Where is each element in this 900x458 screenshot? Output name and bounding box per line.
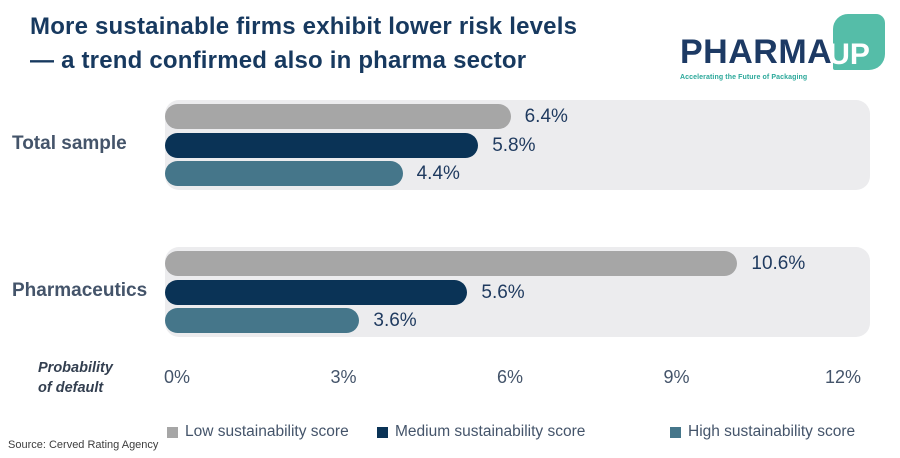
x-axis-tick: 0% [163,367,191,387]
page-title-line2: — a trend confirmed also in pharma secto… [30,47,527,74]
high-sustainability-bar [165,161,403,186]
logo-row: PHARMA UP [680,10,886,71]
pharmaup-logo: PHARMA UP Accelerating the Future of Pac… [680,10,886,81]
medium-sustainability-bar [165,279,468,305]
medium-sustainability-bar [165,132,479,158]
legend-swatch [377,426,388,438]
bar-value-label: 10.6% [751,253,806,274]
legend-item-low: Low sustainability score [167,423,349,441]
bar-value-label: 5.6% [481,281,525,303]
low-sustainability-bar [165,104,511,129]
bar-row: 6.4% [165,104,870,129]
bar-value-label: 6.4% [524,106,568,127]
logo-wordmark: PHARMA [680,33,833,71]
x-axis-tick: 9% [663,367,690,387]
logo-up-badge-text: UP [828,38,870,71]
bar-track: 6.4% 5.8% 4.4% [165,100,870,190]
bar-value-label: 4.4% [416,163,460,184]
logo-tagline: Accelerating the Future of Packaging [680,74,808,81]
category-label: Total sample [12,133,127,154]
legend-label: Low sustainability score [185,423,349,440]
x-axis-tick: 3% [330,367,357,387]
bar-value-label: 3.6% [373,310,417,331]
bar-track: 10.6% 5.6% 3.6% [165,247,870,337]
bar-row: 10.6% [165,251,870,276]
page-title-line1: More sustainable firms exhibit lower ris… [30,13,578,40]
legend-swatch [167,426,178,438]
bar-row: 3.6% [165,308,870,333]
legend-item-high: High sustainability score [670,423,855,441]
legend-label: Medium sustainability score [395,423,586,440]
high-sustainability-bar [165,308,360,333]
page-title: More sustainable firms exhibit lower ris… [30,10,577,78]
source-note: Source: Cerved Rating Agency [8,439,159,451]
bar-row: 5.6% [165,279,870,305]
legend-swatch [670,426,681,438]
low-sustainability-bar [165,251,738,276]
bar-row: 4.4% [165,161,870,186]
x-axis-tick: 6% [496,367,524,387]
category-label: Pharmaceutics [12,280,148,301]
bar-row: 5.8% [165,132,870,158]
x-axis-label: Probability of default [38,360,113,396]
x-axis-tick: 12% [824,367,862,387]
bar-value-label: 5.8% [492,134,536,156]
legend-item-medium: Medium sustainability score [377,423,585,441]
legend-label: High sustainability score [688,423,856,440]
logo-up-badge: UP [828,14,886,70]
